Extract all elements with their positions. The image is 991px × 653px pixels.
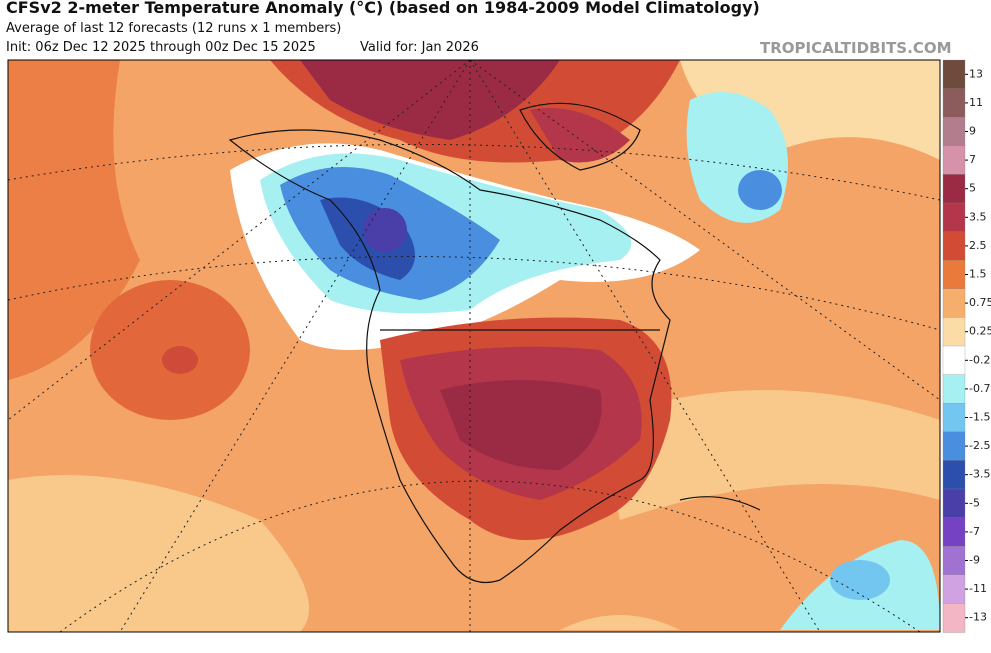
colorbar-swatch: [942, 574, 966, 605]
colorbar-label: -1.5: [969, 411, 990, 424]
colorbar-swatch: [942, 145, 966, 176]
colorbar-label: 0.75: [969, 296, 991, 309]
colorbar-label: -5: [969, 496, 980, 509]
title: CFSv2 2-meter Temperature Anomaly (°C) (…: [6, 0, 760, 17]
colorbar-swatch: [942, 288, 966, 319]
colorbar-label: -11: [969, 582, 987, 595]
source: TROPICALTIDBITS.COM: [760, 39, 952, 57]
colorbar-label: 1.5: [969, 268, 987, 281]
colorbar-label: -0.2: [969, 353, 990, 366]
colorbar-swatch: [942, 517, 966, 547]
colorbar-label: 5: [969, 182, 976, 195]
colorbar-label: 7: [969, 153, 976, 166]
colorbar-label: 9: [969, 125, 976, 138]
colorbar-swatch: [942, 603, 966, 633]
colorbar-swatch: [942, 174, 966, 204]
colorbar-swatch: [942, 59, 966, 90]
colorbar-label: -9: [969, 554, 980, 567]
colorbar-label: 13: [969, 67, 983, 80]
colorbar-label: -2.5: [969, 439, 990, 452]
colorbar-swatch: [942, 231, 966, 261]
colorbar-label: -7: [969, 525, 980, 538]
colorbar-label: -13: [969, 611, 987, 624]
valid-time: Valid for: Jan 2026: [360, 40, 479, 55]
colorbar-swatch: [942, 403, 966, 433]
colorbar-label: -0.7: [969, 382, 990, 395]
colorbar-swatch: [942, 460, 966, 490]
colorbar-label: 3.5: [969, 210, 987, 223]
colorbar-label: 0.25: [969, 325, 991, 338]
colorbar-swatch: [942, 260, 966, 290]
colorbar-swatch: [942, 202, 966, 233]
colorbar-swatch: [942, 317, 966, 347]
colorbar: 13 11 9 7 5 3.5 2.5 1.5 0.75 0.25 -0.2 -0.7 -1.5 -2.5…: [942, 59, 991, 633]
colorbar-swatch: [942, 546, 966, 576]
map-frame: [7, 59, 941, 633]
colorbar-label: -3.5: [969, 468, 990, 481]
colorbar-label: 2.5: [969, 239, 987, 252]
subtitle: Average of last 12 forecasts (12 runs x …: [6, 21, 342, 36]
colorbar-swatch: [942, 374, 966, 404]
colorbar-label: 11: [969, 96, 983, 109]
colorbar-swatch: [942, 488, 966, 519]
anomaly-field: [8, 60, 940, 632]
colorbar-swatch: [942, 431, 966, 462]
colorbar-swatch: [942, 345, 966, 376]
init-time: Init: 06z Dec 12 2025 through 00z Dec 15…: [6, 40, 316, 55]
colorbar-swatch: [942, 88, 966, 118]
colorbar-swatch: [942, 117, 966, 147]
